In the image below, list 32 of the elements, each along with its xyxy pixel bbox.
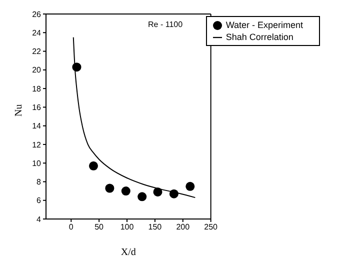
y-tick-label: 4 <box>36 214 42 224</box>
y-tick-label: 14 <box>32 122 42 131</box>
y-tick-label: 26 <box>32 10 42 19</box>
x-tick-label: 250 <box>204 222 218 232</box>
y-tick-label: 18 <box>32 84 42 94</box>
y-tick-label: 6 <box>36 196 42 206</box>
point <box>138 192 147 202</box>
point <box>169 189 178 198</box>
y-tick-label: 20 <box>32 66 42 75</box>
y-tick-label: 10 <box>32 158 42 168</box>
x-tick-label: 100 <box>120 222 134 232</box>
point <box>72 62 82 72</box>
point <box>105 184 114 193</box>
point <box>153 187 162 196</box>
annotation: Re - 1100 <box>148 20 183 29</box>
point <box>121 186 130 196</box>
line-series <box>72 36 196 198</box>
y-axis-title: Nu <box>14 104 25 116</box>
legend-label: Water - Experiment <box>226 20 303 30</box>
x-axis-title: X/d <box>120 247 136 258</box>
legend-label: Shah Correlation <box>226 32 294 42</box>
y-tick-label: 24 <box>32 28 42 38</box>
y-tick-label: 22 <box>32 47 42 56</box>
x-tick-label: 50 <box>94 222 104 232</box>
x-tick-label: 150 <box>148 222 162 232</box>
y-tick-label: 8 <box>36 178 42 187</box>
x-tick-label: 0 <box>68 222 74 232</box>
y-tick-label: 16 <box>32 103 42 112</box>
point <box>186 182 195 191</box>
y-tick-label: 12 <box>32 140 42 150</box>
point <box>88 161 98 170</box>
x-tick-label: 200 <box>176 222 190 232</box>
